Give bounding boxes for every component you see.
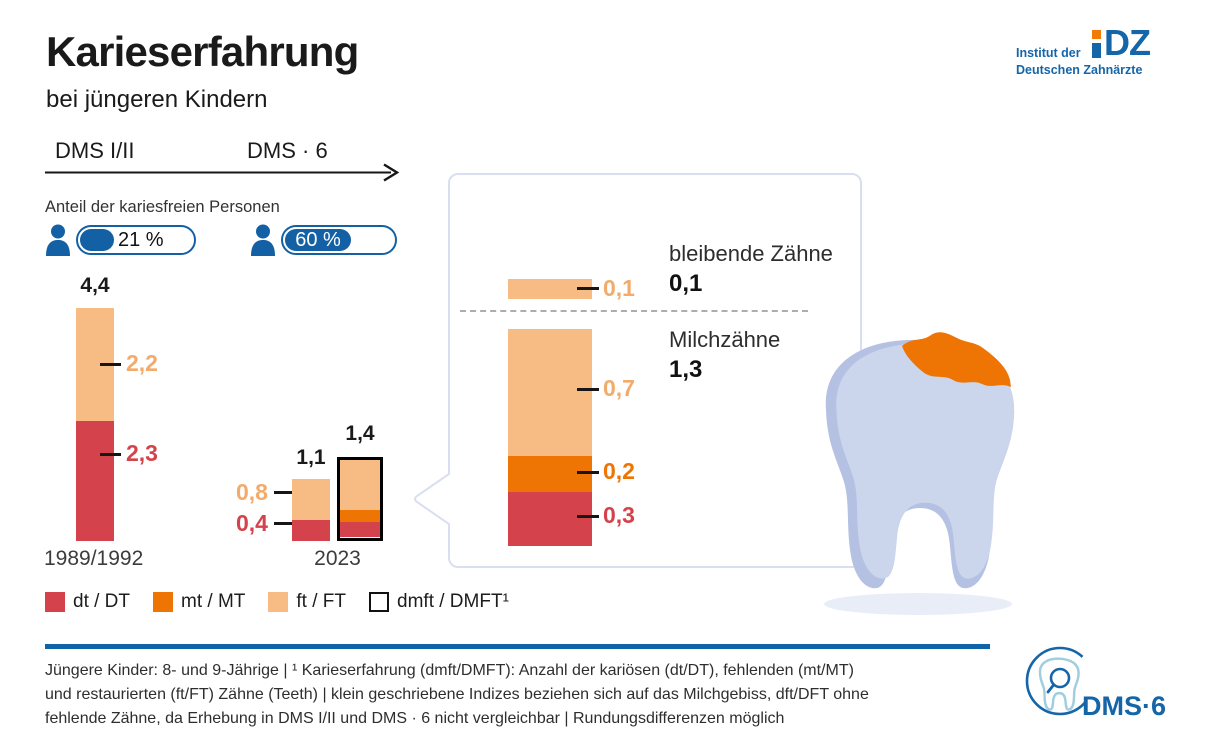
pill-value-2023: 60 % — [295, 229, 341, 251]
detail-milk-dt-segment — [508, 492, 592, 546]
detail-permanent-ft-value: 0,1 — [603, 275, 635, 301]
legend-swatch-ft — [268, 592, 289, 612]
detail-dt-value: 0,3 — [603, 502, 635, 528]
page-title: Karieserfahrung — [46, 28, 359, 75]
tick-2023-ft — [274, 491, 296, 494]
bar-dmft-dt-segment — [340, 522, 380, 537]
cariesfree-caption: Anteil der kariesfreien Personen — [45, 198, 280, 216]
bar-1989-dt-segment — [76, 421, 114, 541]
detail-permanent-bar — [508, 279, 592, 299]
timeline-label-dms6: DMS · 6 — [247, 138, 328, 163]
tooth-shadow — [824, 593, 1012, 615]
detail-milk-label: Milchzähne — [669, 327, 781, 352]
legend: dt / DT mt / MT ft / FT dmft / DMFT¹ — [45, 591, 509, 613]
idz-logo-icon: DZ — [1092, 22, 1162, 63]
bar-2023-year-label: 2023 — [314, 547, 361, 570]
bar-dmft-total: 1,4 — [345, 422, 375, 445]
detail-tick-mt — [577, 471, 599, 474]
tick-1989-dt — [100, 453, 121, 456]
legend-item-ft: ft / FT — [268, 591, 346, 613]
legend-item-dmft: dmft / DMFT¹ — [369, 591, 509, 613]
pill-fill-60 — [285, 229, 351, 251]
bar-1989-ft-value: 2,2 — [126, 350, 158, 376]
tooth-illustration — [824, 332, 1015, 615]
cariesfree-pill-2023: 60 % — [281, 225, 397, 255]
panel-notch — [414, 464, 452, 536]
detail-tick-permanent — [577, 287, 599, 290]
tick-1989-ft — [100, 363, 121, 366]
detail-milk-total: 1,3 — [669, 356, 703, 383]
legend-swatch-dt — [45, 592, 65, 612]
idz-letters: DZ — [1104, 22, 1151, 63]
idz-name-line2: Deutschen Zahnärzte — [1016, 63, 1143, 77]
idz-i-stem — [1092, 43, 1101, 58]
idz-name-line1: Institut der — [1016, 46, 1081, 60]
bar-2023-total: 1,1 — [296, 446, 326, 469]
pill-fill-21 — [80, 229, 114, 251]
footnote-line1: Jüngere Kinder: 8- und 9-Jährige | ¹ Kar… — [45, 662, 854, 679]
legend-item-dt: dt / DT — [45, 591, 130, 613]
footnote-line2: und restaurierten (ft/FT) Zähne (Teeth) … — [45, 686, 869, 703]
pill-value-1989: 21 % — [118, 229, 164, 251]
legend-label-dt: dt / DT — [73, 591, 131, 612]
bar-2023-ft-segment — [292, 479, 330, 520]
timeline-label-dms1-2: DMS I/II — [55, 138, 135, 163]
bar-1989-year-label: 1989/1992 — [44, 547, 144, 570]
bar-dmft-ft-segment — [340, 460, 380, 510]
footer-rule — [45, 644, 990, 649]
detail-divider — [460, 310, 808, 312]
tooth-caries-spot — [902, 332, 1011, 387]
bar-2023 — [292, 479, 330, 541]
person-icon — [46, 224, 70, 256]
detail-tick-dt — [577, 515, 599, 518]
bar-dmft-mt-segment — [340, 510, 380, 522]
bar-1989 — [76, 308, 114, 541]
dms6-magnifier-handle — [1046, 683, 1055, 694]
page-subtitle: bei jüngeren Kindern — [46, 86, 268, 113]
detail-permanent-label: bleibende Zähne — [669, 241, 833, 266]
detail-tick-ft — [577, 388, 599, 391]
legend-swatch-dmft — [369, 592, 390, 612]
dms6-logo: DMS·6 — [1025, 646, 1166, 721]
dms6-magnifier-lens — [1049, 667, 1071, 689]
dms6-circle — [1025, 646, 1095, 716]
person-icon — [251, 224, 275, 256]
legend-label-ft: ft / FT — [296, 591, 347, 612]
footnote-line3: fehlende Zähne, da Erhebung in DMS I/II … — [45, 710, 785, 727]
detail-milk-bar — [508, 329, 592, 546]
legend-label-dmft: dmft / DMFT¹ — [397, 591, 509, 612]
detail-milk-ft-segment — [508, 329, 592, 456]
bar-2023-dt-value: 0,4 — [236, 510, 268, 536]
tick-2023-dt — [274, 522, 296, 525]
tooth-body — [836, 343, 1015, 579]
idz-institute-name: Institut der Deutschen Zahnärzte — [1016, 45, 1142, 79]
dms6-wordmark: DMS·6 — [1082, 691, 1166, 721]
legend-label-mt: mt / MT — [181, 591, 246, 612]
bar-2023-dt-segment — [292, 520, 330, 541]
bar-2023-ft-value: 0,8 — [236, 479, 268, 505]
bar-dmft-2023 — [337, 457, 383, 541]
cariesfree-pill-1989: 21 % — [76, 225, 196, 255]
legend-swatch-mt — [153, 592, 174, 612]
footnote: Jüngere Kinder: 8- und 9-Jährige | ¹ Kar… — [45, 659, 1010, 731]
bar-1989-dt-value: 2,3 — [126, 440, 158, 466]
bar-1989-total: 4,4 — [80, 274, 110, 297]
timeline-arrow-icon — [45, 163, 400, 182]
legend-item-mt: mt / MT — [153, 591, 245, 613]
idz-i-dot — [1092, 30, 1101, 39]
detail-milk-mt-segment — [508, 456, 592, 492]
dms6-tooth-icon — [1038, 657, 1080, 711]
detail-mt-value: 0,2 — [603, 458, 635, 484]
detail-ft-value: 0,7 — [603, 375, 635, 401]
detail-panel: 0,1 bleibende Zähne 0,1 Milchzähne 1,3 0… — [448, 173, 862, 568]
detail-permanent-total: 0,1 — [669, 270, 703, 297]
